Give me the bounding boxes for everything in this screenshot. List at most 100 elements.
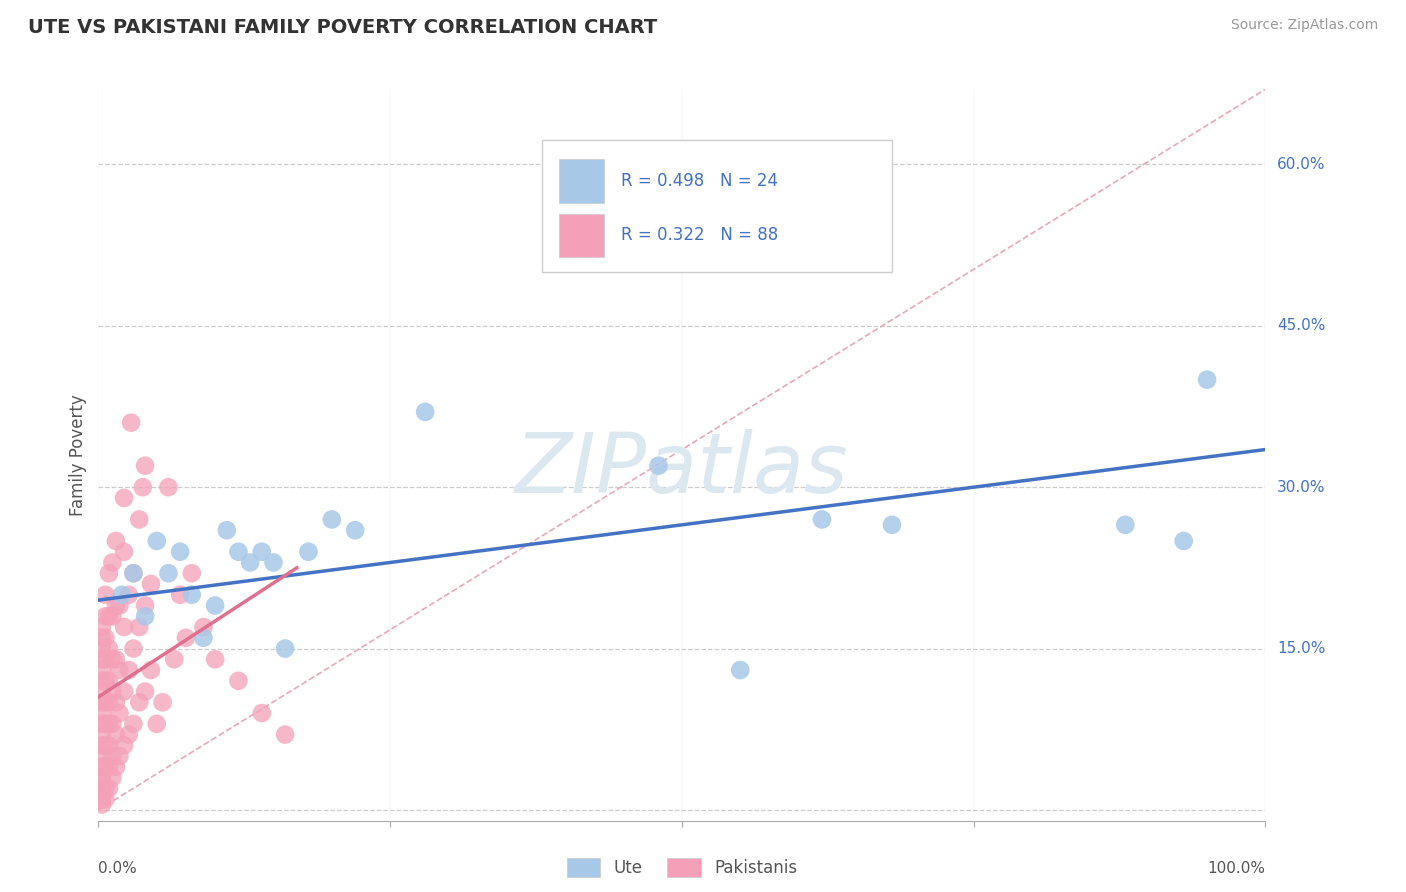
Point xyxy=(90,716,112,731)
Point xyxy=(413,405,436,419)
Point xyxy=(262,556,284,570)
Point xyxy=(1173,533,1195,548)
Point xyxy=(101,716,124,731)
Point xyxy=(647,458,669,473)
Point xyxy=(104,599,127,613)
Point xyxy=(1195,373,1218,387)
Point xyxy=(228,673,250,688)
Point xyxy=(122,716,145,731)
Point xyxy=(250,706,273,720)
Point xyxy=(94,781,117,796)
Point xyxy=(146,716,169,731)
Point xyxy=(811,512,834,526)
Point xyxy=(122,641,145,656)
Point xyxy=(101,609,124,624)
Point xyxy=(169,545,191,559)
Point xyxy=(228,545,250,559)
Point xyxy=(180,588,202,602)
FancyBboxPatch shape xyxy=(541,140,891,272)
Point xyxy=(134,609,156,624)
Point xyxy=(97,641,120,656)
Point xyxy=(139,663,162,677)
Point xyxy=(180,566,202,581)
Point xyxy=(90,631,112,645)
Point xyxy=(90,652,112,666)
Point xyxy=(118,728,141,742)
Point xyxy=(108,663,131,677)
Point xyxy=(90,760,112,774)
Point xyxy=(94,652,117,666)
Point xyxy=(122,566,145,581)
Point xyxy=(239,556,262,570)
Point xyxy=(146,533,169,548)
Point xyxy=(90,797,112,812)
Point xyxy=(94,631,117,645)
Point xyxy=(104,728,127,742)
Point xyxy=(108,599,131,613)
FancyBboxPatch shape xyxy=(560,213,603,258)
Text: Source: ZipAtlas.com: Source: ZipAtlas.com xyxy=(1230,18,1378,32)
Point xyxy=(94,609,117,624)
Point xyxy=(204,599,226,613)
Point xyxy=(97,716,120,731)
Text: R = 0.498   N = 24: R = 0.498 N = 24 xyxy=(621,171,779,190)
Point xyxy=(97,781,120,796)
Point xyxy=(101,652,124,666)
Point xyxy=(90,771,112,785)
Point xyxy=(134,599,156,613)
Point xyxy=(90,673,112,688)
Point xyxy=(97,673,120,688)
Point xyxy=(108,749,131,764)
Point xyxy=(101,771,124,785)
Point xyxy=(174,631,197,645)
Text: UTE VS PAKISTANI FAMILY POVERTY CORRELATION CHART: UTE VS PAKISTANI FAMILY POVERTY CORRELAT… xyxy=(28,18,658,37)
Point xyxy=(104,652,127,666)
Point xyxy=(94,673,117,688)
Point xyxy=(90,792,112,806)
Point xyxy=(90,776,112,790)
Point xyxy=(97,760,120,774)
Point xyxy=(169,588,191,602)
Point xyxy=(157,480,180,494)
Point xyxy=(90,739,112,753)
Point xyxy=(104,533,127,548)
Point xyxy=(204,652,226,666)
Point xyxy=(163,652,186,666)
Y-axis label: Family Poverty: Family Poverty xyxy=(69,394,87,516)
Point xyxy=(90,728,112,742)
Point xyxy=(134,458,156,473)
Point xyxy=(139,577,162,591)
Text: R = 0.322   N = 88: R = 0.322 N = 88 xyxy=(621,227,779,244)
Point xyxy=(94,716,117,731)
Point xyxy=(101,556,124,570)
Point xyxy=(1114,517,1136,532)
Point xyxy=(128,620,150,634)
Text: 100.0%: 100.0% xyxy=(1208,861,1265,876)
Point xyxy=(97,739,120,753)
Point xyxy=(321,512,343,526)
Point xyxy=(104,760,127,774)
Point xyxy=(274,728,297,742)
Point xyxy=(94,695,117,709)
Point xyxy=(90,684,112,698)
Point xyxy=(97,695,120,709)
Point xyxy=(108,706,131,720)
Point xyxy=(152,695,174,709)
Point xyxy=(101,749,124,764)
Text: 45.0%: 45.0% xyxy=(1277,318,1326,334)
Point xyxy=(122,566,145,581)
Point xyxy=(97,609,120,624)
Point xyxy=(101,684,124,698)
Point xyxy=(215,523,238,537)
Point xyxy=(250,545,273,559)
Point xyxy=(128,512,150,526)
Point xyxy=(128,695,150,709)
Point xyxy=(94,792,117,806)
Point xyxy=(112,545,135,559)
FancyBboxPatch shape xyxy=(560,159,603,202)
Point xyxy=(880,517,903,532)
Point xyxy=(730,663,752,677)
Point xyxy=(112,739,135,753)
Point xyxy=(104,695,127,709)
Legend: Ute, Pakistanis: Ute, Pakistanis xyxy=(558,849,806,886)
